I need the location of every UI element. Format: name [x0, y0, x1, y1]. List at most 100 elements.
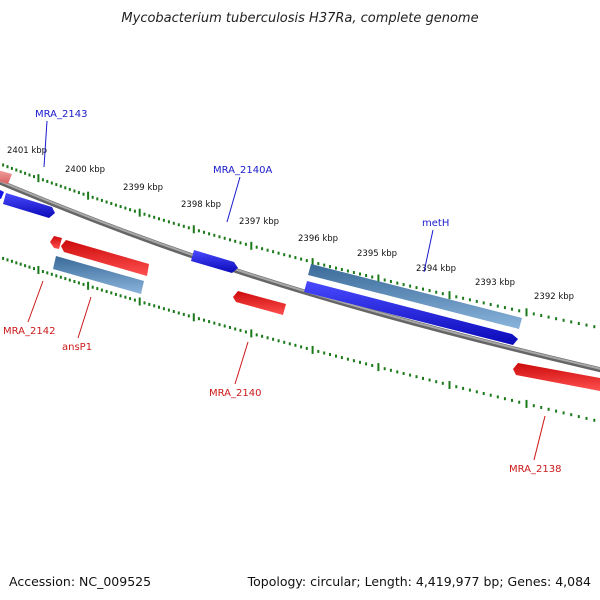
ruler-minor-tick [532, 404, 535, 408]
ruler-minor-tick [105, 200, 108, 204]
ruler-minor-tick [10, 166, 13, 170]
ruler-minor-tick [402, 283, 405, 287]
ruler-minor-tick [496, 304, 499, 308]
ruler-minor-tick [55, 274, 58, 278]
ruler-minor-tick [489, 303, 492, 306]
ruler-minor-tick [10, 259, 13, 263]
ruler-minor-tick [172, 310, 175, 313]
ruler-major-tick [311, 258, 314, 267]
ruler-minor-tick [272, 250, 275, 254]
ruler-minor-tick [261, 334, 264, 338]
ruler-minor-tick [266, 248, 269, 252]
gene-red-large [61, 240, 149, 276]
ruler-minor-tick [119, 294, 122, 298]
ruler-minor-tick [422, 376, 424, 380]
ruler-minor-tick [489, 393, 492, 397]
ruler-minor-tick [518, 400, 521, 404]
ruler-minor-tick [577, 415, 580, 419]
ruler-minor-tick [288, 342, 291, 346]
ruler-minor-tick [511, 307, 513, 311]
ruler-minor-tick [239, 328, 242, 332]
ruler-minor-tick [82, 282, 85, 286]
ruler-minor-tick [555, 409, 558, 413]
ruler-minor-tick [167, 220, 170, 224]
ruler-minor-tick [435, 290, 438, 294]
ruler-minor-tick [41, 178, 44, 182]
ruler-minor-tick [359, 360, 361, 364]
ruler-minor-tick [346, 269, 349, 273]
ruler-minor-tick [340, 268, 343, 271]
ruler-minor-tick [365, 274, 368, 277]
ruler-labels: 2401 kbp 2400 kbp 2399 kbp 2398 kbp 2397… [7, 146, 574, 302]
ruler-minor-tick [77, 191, 80, 195]
ruler-minor-tick [124, 295, 127, 299]
label-mra2138: MRA_2138 [509, 464, 561, 475]
ruler-minor-tick [496, 395, 499, 399]
ruler-minor-tick [213, 233, 216, 237]
ruler-minor-tick [124, 206, 127, 210]
ruler-minor-tick [64, 186, 67, 190]
ruler-minor-tick [266, 336, 269, 340]
ruler-major-tick [192, 225, 195, 234]
ruler-minor-tick [158, 217, 160, 221]
ruler-minor-tick [153, 304, 156, 308]
ruler-minor-tick [503, 306, 506, 310]
ruler-minor-tick [352, 271, 355, 274]
ruler-major-tick [138, 297, 141, 306]
accession-text: Accession: NC_009525 [9, 574, 151, 589]
ruler-minor-tick [223, 236, 226, 240]
ruler-minor-tick [255, 245, 258, 249]
gene-partial-blue [0, 190, 4, 199]
ruler-major-tick [525, 308, 528, 317]
ruler-minor-tick [455, 295, 458, 299]
ruler-minor-tick [294, 343, 297, 347]
ruler-minor-tick [182, 312, 185, 316]
ruler-minor-tick [208, 232, 211, 236]
ruler-minor-tick [24, 171, 27, 175]
ruler-minor-tick [482, 392, 485, 395]
ruler-minor-tick [475, 390, 478, 394]
ruler-major-tick [192, 313, 195, 322]
ruler-minor-tick [187, 314, 190, 318]
ruler-minor-tick [261, 247, 264, 251]
ruler-minor-tick [143, 212, 146, 216]
ruler-minor-tick [110, 202, 113, 205]
ruler-minor-tick [28, 173, 31, 177]
ruler-major-tick [87, 191, 90, 200]
ruler-major-tick [377, 274, 380, 283]
ruler-minor-tick [323, 263, 326, 267]
ruler-minor-tick [167, 308, 170, 312]
ruler-minor-tick [6, 258, 9, 262]
ruler-minor-tick [300, 257, 303, 261]
ruler-minor-tick [55, 183, 58, 187]
ruler-major-tick [311, 345, 314, 354]
ruler-minor-tick [218, 323, 221, 327]
ruler-minor-tick [234, 239, 237, 243]
gene-mra2140a [191, 250, 238, 273]
ruler-minor-tick [329, 265, 331, 269]
ruler-minor-tick [272, 337, 275, 341]
ruler-major-tick [448, 381, 451, 389]
ruler-minor-tick [96, 197, 99, 201]
ruler-minor-tick [133, 298, 136, 302]
ruler-minor-tick [585, 416, 588, 420]
ruler-minor-tick [153, 215, 156, 219]
ruler-minor-tick [396, 370, 399, 374]
ruler-minor-tick [585, 323, 588, 327]
ruler-minor-tick [218, 235, 221, 239]
label-meth: metH [422, 218, 449, 229]
ruler-minor-tick [148, 302, 151, 306]
ruler-minor-tick [371, 364, 374, 367]
ruler-minor-tick [158, 305, 160, 309]
ruler-minor-tick [100, 198, 103, 202]
ruler-major-tick [250, 329, 253, 338]
ruler-minor-tick [244, 242, 247, 246]
ruler-minor-tick [365, 362, 368, 366]
ruler-minor-tick [223, 324, 226, 328]
ruler-minor-tick [389, 280, 392, 283]
ruler-minor-tick [114, 203, 117, 207]
gene-mra2142 [50, 236, 62, 249]
ruler-minor-tick [547, 315, 550, 319]
ruler-minor-tick [213, 321, 216, 325]
ruler-minor-tick [133, 209, 136, 213]
